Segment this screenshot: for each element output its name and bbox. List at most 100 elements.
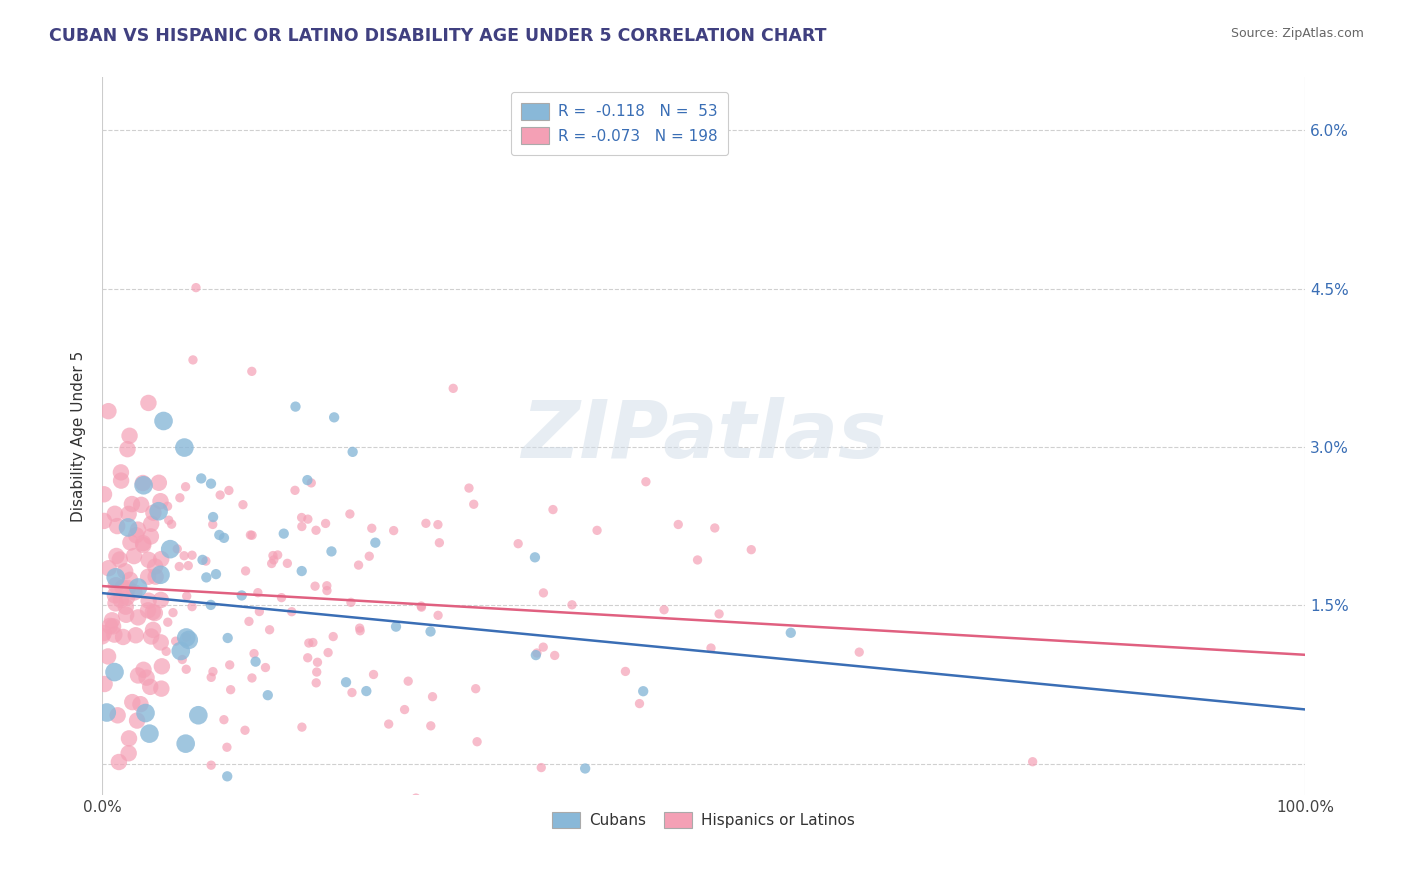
Point <box>524 648 547 662</box>
Point <box>441 381 464 395</box>
Point <box>132 538 155 552</box>
Point <box>429 535 451 549</box>
Point <box>159 542 181 557</box>
Point <box>184 280 207 294</box>
Point <box>172 652 194 666</box>
Point <box>280 605 302 619</box>
Point <box>666 517 689 532</box>
Point <box>108 552 131 566</box>
Point <box>239 528 262 542</box>
Point <box>169 559 191 574</box>
Point <box>233 723 256 738</box>
Point <box>98 619 121 633</box>
Point <box>111 581 134 595</box>
Point <box>125 628 148 642</box>
Point <box>104 507 127 521</box>
Point <box>322 630 344 644</box>
Point <box>136 570 159 584</box>
Point <box>243 647 266 661</box>
Point <box>240 671 263 685</box>
Point <box>187 708 209 723</box>
Point <box>335 675 357 690</box>
Point <box>415 516 437 531</box>
Point <box>150 681 173 696</box>
Point <box>321 544 343 558</box>
Point <box>120 805 142 820</box>
Point <box>284 483 307 498</box>
Point <box>297 512 319 526</box>
Point <box>105 549 128 563</box>
Point <box>142 605 165 619</box>
Point <box>156 500 179 514</box>
Point <box>162 606 184 620</box>
Point <box>209 488 232 502</box>
Point <box>686 553 709 567</box>
Point <box>117 442 139 457</box>
Point <box>97 561 120 575</box>
Point <box>219 682 242 697</box>
Point <box>143 606 166 620</box>
Point <box>165 634 187 648</box>
Point <box>427 608 450 623</box>
Point <box>273 526 295 541</box>
Point <box>217 769 239 783</box>
Point <box>235 564 257 578</box>
Point <box>173 549 195 563</box>
Point <box>385 620 408 634</box>
Point <box>561 598 583 612</box>
Point <box>156 615 179 630</box>
Point <box>138 593 160 607</box>
Point <box>200 598 222 612</box>
Point <box>118 429 141 443</box>
Point <box>166 541 188 556</box>
Point <box>291 564 314 578</box>
Point <box>323 410 346 425</box>
Point <box>132 663 155 677</box>
Point <box>340 595 363 609</box>
Point <box>174 480 197 494</box>
Point <box>125 528 148 542</box>
Point <box>141 516 163 531</box>
Point <box>127 523 149 537</box>
Point <box>291 519 314 533</box>
Point <box>259 623 281 637</box>
Point <box>246 585 269 599</box>
Point <box>108 755 131 769</box>
Point <box>1021 755 1043 769</box>
Point <box>463 497 485 511</box>
Point <box>195 570 218 584</box>
Point <box>107 708 129 723</box>
Point <box>232 498 254 512</box>
Point <box>315 579 337 593</box>
Point <box>411 600 433 615</box>
Point <box>148 504 170 518</box>
Point <box>91 629 114 643</box>
Point <box>316 646 339 660</box>
Point <box>132 476 155 491</box>
Point <box>105 809 128 823</box>
Point <box>93 626 115 640</box>
Point <box>340 685 363 699</box>
Point <box>364 535 387 549</box>
Point <box>458 481 481 495</box>
Point <box>422 690 444 704</box>
Point <box>160 517 183 532</box>
Point <box>121 695 143 709</box>
Point <box>707 607 730 621</box>
Point <box>138 726 160 740</box>
Point <box>114 599 136 614</box>
Point <box>363 667 385 681</box>
Point <box>305 676 328 690</box>
Point <box>297 650 319 665</box>
Point <box>200 758 222 772</box>
Point <box>217 631 239 645</box>
Point <box>205 567 228 582</box>
Point <box>117 581 139 595</box>
Point <box>225 809 247 823</box>
Point <box>134 706 156 720</box>
Point <box>530 761 553 775</box>
Point <box>614 665 637 679</box>
Point <box>103 627 125 641</box>
Point <box>190 471 212 485</box>
Point <box>302 635 325 649</box>
